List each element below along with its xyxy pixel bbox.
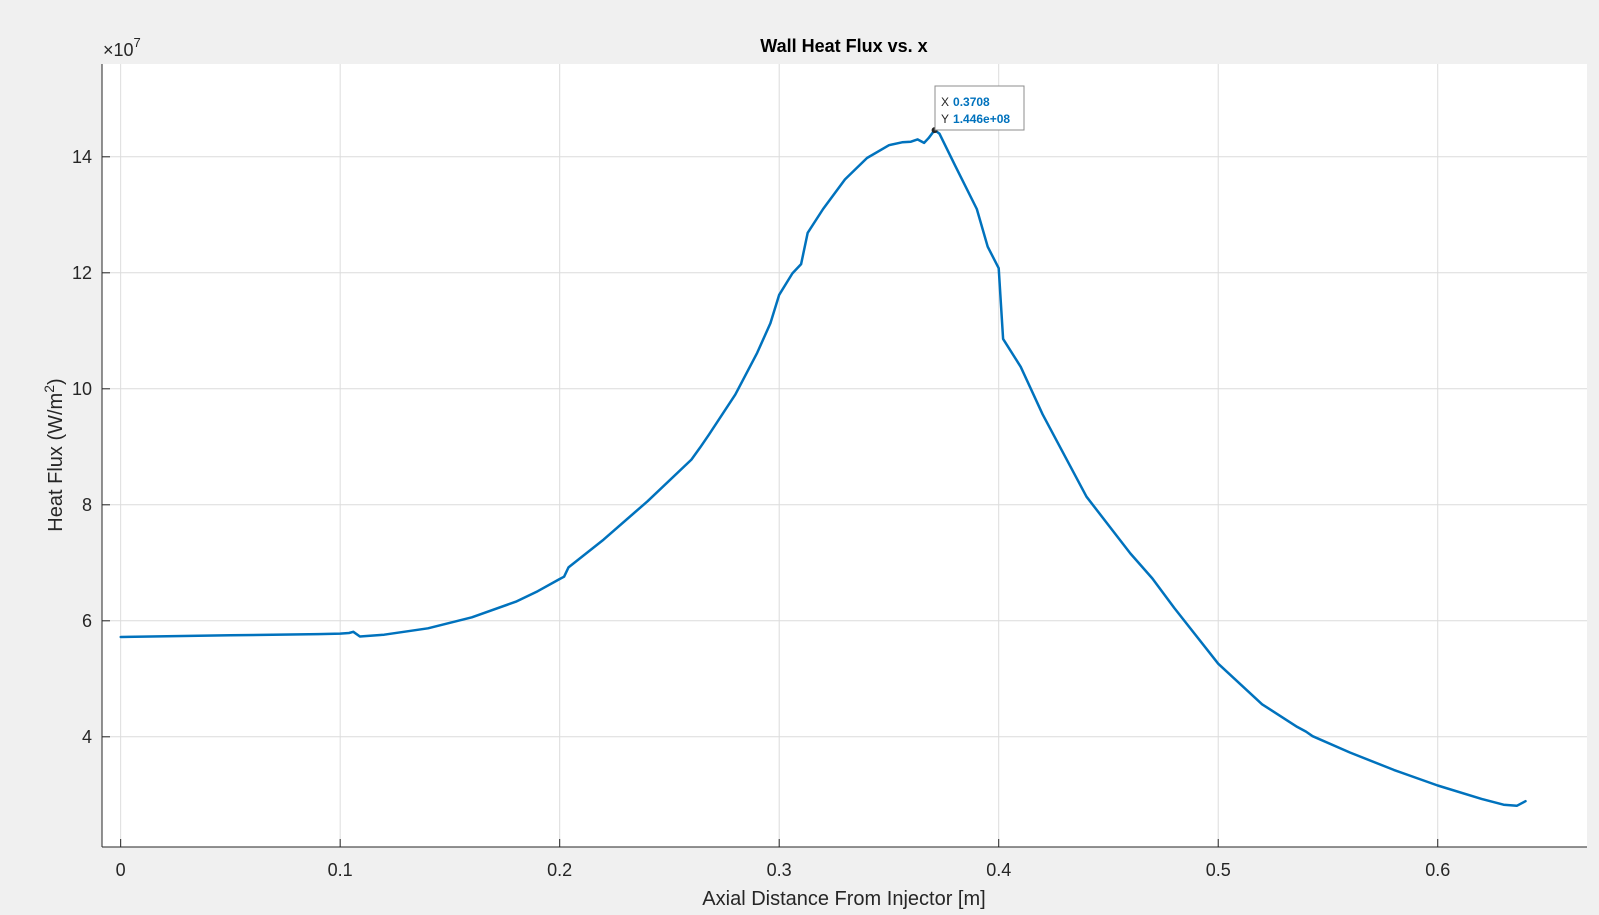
chart-title: Wall Heat Flux vs. x: [760, 36, 927, 56]
datatip-y-row: Y 1.446e+08: [941, 112, 1010, 126]
x-tick-label: 0.2: [547, 860, 572, 880]
x-tick-label: 0.5: [1206, 860, 1231, 880]
x-tick-label: 0.4: [986, 860, 1011, 880]
x-ticks: 0 0.1 0.2 0.3 0.4 0.5 0.6: [116, 839, 1450, 880]
y-exponent-label: ×107: [103, 35, 141, 60]
y-tick-label: 12: [72, 263, 92, 283]
y-tick-label: 6: [82, 611, 92, 631]
x-tick-label: 0: [116, 860, 126, 880]
datatip-x-row: X 0.3708: [941, 95, 990, 109]
y-tick-label: 10: [72, 379, 92, 399]
x-axis-label: Axial Distance From Injector [m]: [702, 888, 985, 910]
grid-lines: [102, 64, 1587, 847]
x-tick-label: 0.6: [1425, 860, 1450, 880]
y-tick-label: 8: [82, 495, 92, 515]
y-tick-label: 14: [72, 147, 92, 167]
y-tick-label: 4: [82, 727, 92, 747]
datatip-box: [934, 85, 1025, 131]
heat-flux-line[interactable]: [119, 128, 1527, 808]
datatip[interactable]: X 0.3708 Y 1.446e+08: [934, 85, 1025, 131]
x-tick-label: 0.1: [328, 860, 353, 880]
axes-frame: [101, 64, 1587, 848]
plot-area[interactable]: [102, 64, 1587, 847]
x-tick-label: 0.3: [767, 860, 792, 880]
y-ticks: 4 6 8 10 12 14: [72, 147, 110, 747]
y-axis-label: Heat Flux (W/m2): [41, 378, 67, 531]
